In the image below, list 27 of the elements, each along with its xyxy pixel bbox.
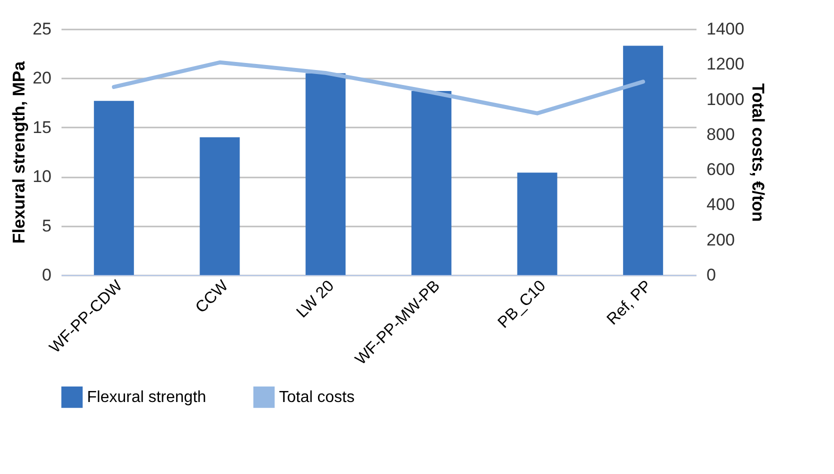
y-axis-title: Flexural strength, MPa (10, 60, 29, 244)
y-tick-label: 5 (42, 216, 52, 236)
y2-tick-label: 200 (706, 230, 735, 250)
legend-label: Total costs (279, 389, 355, 406)
y2-tick-label: 1400 (706, 20, 744, 38)
y-tick-label: 10 (32, 167, 52, 186)
bar (94, 100, 134, 275)
bar (306, 73, 346, 275)
y-tick-label: 20 (32, 68, 52, 88)
bar (200, 137, 240, 275)
line-series (112, 60, 646, 116)
x-tick-label: Ref, PP (604, 278, 656, 329)
x-tick-label: LW 20 (294, 277, 338, 322)
y2-axis-title: Total costs, €/ton (748, 83, 768, 222)
y2-tick-label: 1200 (706, 54, 744, 74)
y2-tick-label: 400 (706, 195, 735, 214)
y2-tick-label: 0 (706, 266, 716, 284)
bar (517, 172, 558, 275)
y2-tick-label: 1000 (706, 90, 744, 109)
legend-label: Flexural strength (87, 389, 206, 406)
bar (411, 90, 452, 275)
y2-tick-label: 600 (706, 160, 735, 180)
y-tick-label: 15 (32, 118, 52, 137)
y2-tick-label: 800 (706, 124, 735, 144)
y-tick-label: 0 (42, 266, 52, 284)
bar (623, 46, 664, 275)
y-tick-label: 25 (32, 20, 52, 38)
